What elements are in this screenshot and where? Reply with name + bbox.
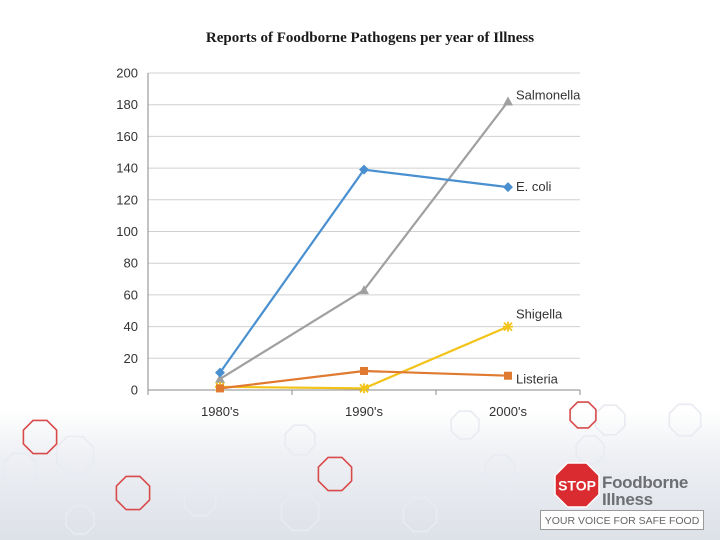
marker-salmonella xyxy=(503,96,513,106)
y-tick-label: 160 xyxy=(116,129,138,144)
decor-octagon-light xyxy=(183,483,217,517)
marker-shigella xyxy=(503,321,513,332)
y-tick-label: 0 xyxy=(131,383,138,398)
tagline-box: YOUR VOICE FOR SAFE FOOD xyxy=(540,510,704,530)
marker-listeria xyxy=(504,371,512,380)
series-label-salmonella: Salmonella xyxy=(516,88,581,103)
x-axis-ticks: 1980's 1990's 2000's xyxy=(147,390,581,419)
marker-e-coli xyxy=(503,182,513,193)
marker-e-coli xyxy=(215,367,225,378)
decor-octagon-red xyxy=(22,419,58,455)
series-layer: Salmonella E. coli Shigella Listeria xyxy=(215,88,581,394)
gridlines xyxy=(147,72,580,391)
marker-salmonella xyxy=(359,285,369,295)
decor-octagon-light xyxy=(402,497,438,533)
y-tick-label: 80 xyxy=(124,256,138,271)
decor-octagon-light xyxy=(284,424,316,456)
marker-listeria xyxy=(216,384,224,393)
decor-octagon-light xyxy=(484,454,516,486)
stop-foodborne-illness-logo: STOP Foodborne Illness YOUR VOICE FOR SA… xyxy=(540,462,706,532)
series-line-shigella xyxy=(219,325,509,390)
series-label-e-coli: E. coli xyxy=(516,179,552,194)
decor-octagon-light xyxy=(668,403,702,437)
series-label-shigella: Shigella xyxy=(516,307,563,322)
series-label-listeria: Listeria xyxy=(516,372,559,387)
x-tick-label: 1990's xyxy=(345,404,383,419)
y-tick-label: 40 xyxy=(124,319,138,334)
series-line-salmonella xyxy=(219,100,509,380)
chart-title: Reports of Foodborne Pathogens per year … xyxy=(206,30,534,46)
decor-octagon-light xyxy=(65,505,95,535)
y-tick-label: 180 xyxy=(116,97,138,112)
y-tick-label: 120 xyxy=(116,192,138,207)
stop-sign-text: STOP xyxy=(558,478,596,494)
marker-shigella xyxy=(359,383,369,394)
brand-name-line1: Foodborne xyxy=(602,473,689,492)
tagline: YOUR VOICE FOR SAFE FOOD xyxy=(544,515,700,527)
y-tick-label: 140 xyxy=(116,161,138,176)
brand-name-line2: Illness xyxy=(602,490,653,509)
y-tick-label: 100 xyxy=(116,224,138,239)
marker-e-coli xyxy=(359,164,369,175)
x-tick-label: 2000's xyxy=(489,404,527,419)
decorative-octagons xyxy=(2,401,702,535)
decor-octagon-red xyxy=(569,401,597,429)
x-tick-label: 1980's xyxy=(201,404,239,419)
marker-listeria xyxy=(360,366,368,375)
stop-sign-icon: STOP xyxy=(554,462,600,508)
y-tick-label: 200 xyxy=(116,66,138,81)
y-axis-ticks: 0 20 40 60 80 100 120 140 160 180 200 xyxy=(116,66,138,398)
decor-octagon-light xyxy=(450,410,480,440)
y-tick-label: 60 xyxy=(124,287,138,302)
marker-salmonella xyxy=(215,373,225,383)
decor-octagon-red xyxy=(317,456,353,492)
decor-octagon-red xyxy=(115,475,151,511)
decor-octagon-light xyxy=(55,435,95,475)
decor-octagon-light xyxy=(280,492,320,532)
decor-octagon-light xyxy=(575,435,605,465)
decor-octagon-light xyxy=(2,452,38,488)
y-tick-label: 20 xyxy=(124,351,138,366)
